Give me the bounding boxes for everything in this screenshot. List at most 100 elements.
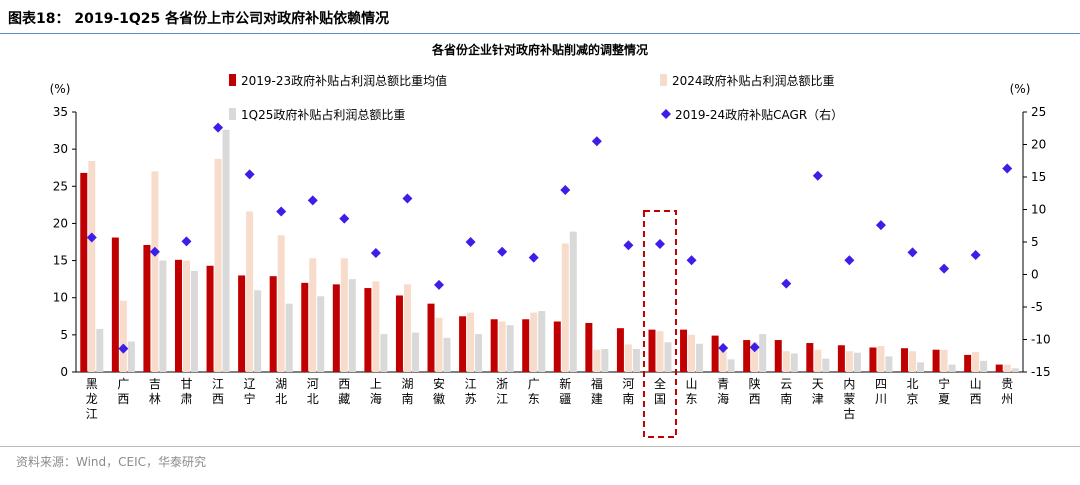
category-label: 天津	[812, 377, 824, 406]
cagr-marker	[497, 246, 508, 257]
cagr-marker	[560, 185, 571, 195]
category-label: 江西	[212, 377, 224, 406]
category-label: 江苏	[465, 377, 477, 406]
cagr-marker	[434, 279, 445, 290]
bar-series-1	[680, 329, 688, 372]
title-divider	[0, 33, 1080, 34]
bar-series-2	[530, 312, 538, 372]
bar-series-3	[285, 303, 293, 372]
left-tick-label: 35	[53, 105, 68, 119]
cagr-marker	[654, 238, 665, 249]
bar-series-3	[159, 260, 167, 372]
bar-series-1	[206, 265, 214, 372]
bar-series-2	[214, 158, 222, 372]
bar-series-2	[119, 300, 127, 372]
bar-series-3	[475, 334, 483, 372]
left-axis-unit: (%)	[50, 82, 71, 96]
bar-series-3	[569, 231, 577, 372]
cagr-marker	[213, 122, 224, 133]
bar-series-2	[435, 317, 443, 372]
bar-series-2	[688, 334, 696, 372]
cagr-marker	[591, 136, 602, 147]
cagr-marker	[339, 213, 350, 224]
category-label: 浙江	[496, 377, 508, 406]
bar-series-3	[411, 332, 419, 372]
left-tick-label: 0	[60, 365, 68, 379]
bar-series-3	[348, 279, 356, 372]
cagr-marker	[118, 343, 129, 354]
bar-series-3	[443, 337, 451, 372]
bar-series-1	[427, 303, 435, 372]
bar-series-2	[309, 258, 317, 372]
bar-series-1	[616, 328, 624, 372]
bar-series-1	[522, 319, 530, 372]
bar-series-3	[380, 334, 388, 372]
legend-label-series-3: 1Q25政府补贴占利润总额比重	[241, 107, 405, 122]
bar-series-3	[885, 356, 893, 372]
cagr-marker	[181, 236, 192, 247]
bar-series-1	[585, 322, 593, 372]
bar-series-2	[593, 349, 601, 372]
bar-series-2	[909, 351, 917, 372]
bar-series-2	[403, 284, 411, 372]
bar-series-1	[743, 340, 751, 372]
cagr-marker	[465, 237, 476, 247]
cagr-marker	[907, 247, 918, 258]
bar-series-1	[553, 321, 561, 372]
chart: 各省份企业针对政府补贴削减的调整情况 (%) (%) 2019-23政府补贴占利…	[50, 42, 1051, 438]
bar-series-3	[127, 341, 135, 372]
left-tick-label: 30	[53, 142, 68, 156]
bar-series-3	[538, 311, 546, 372]
category-label: 青海	[717, 377, 729, 406]
cagr-marker	[623, 240, 634, 251]
bar-series-3	[790, 353, 798, 372]
source-note: 资料来源：Wind，CEIC，华泰研究	[16, 455, 207, 469]
bar-series-3	[96, 328, 104, 372]
bar-series-3	[506, 325, 514, 372]
category-label: 北京	[907, 377, 919, 406]
right-tick-label: 0	[1031, 268, 1039, 282]
cagr-marker	[781, 278, 792, 289]
cagr-marker	[970, 250, 981, 260]
bar-series-2	[277, 235, 285, 372]
highlight-box-national	[642, 210, 677, 438]
category-label: 新疆	[559, 376, 571, 406]
bar-series-1	[806, 343, 814, 372]
cagr-marker	[875, 220, 886, 231]
legend-swatch-series-2	[660, 74, 667, 86]
category-label: 黑龙江	[86, 377, 98, 421]
category-label: 广西	[117, 377, 129, 406]
bar-series-2	[877, 346, 885, 372]
bar-series-1	[111, 237, 119, 372]
bar-series-2	[624, 344, 632, 372]
bar-series-3	[632, 348, 640, 372]
category-label: 辽宁	[244, 377, 256, 406]
bar-series-3	[759, 334, 767, 372]
cagr-marker	[370, 248, 381, 259]
right-tick-label: 15	[1031, 170, 1046, 184]
cagr-markers	[86, 122, 1013, 354]
bar-series-3	[853, 352, 861, 372]
bar-series-1	[711, 335, 719, 372]
bar-series-1	[901, 348, 909, 372]
bar-series-3	[917, 362, 925, 372]
figure-title: 图表18： 2019-1Q25 各省份上市公司对政府补贴依赖情况	[8, 11, 390, 27]
right-tick-label: 10	[1031, 203, 1046, 217]
category-label: 河南	[622, 377, 634, 406]
category-label: 四川	[875, 377, 887, 406]
bar-series-1	[332, 284, 340, 372]
cagr-marker	[528, 252, 539, 263]
bar-series-3	[727, 359, 735, 372]
bar-series-2	[656, 331, 664, 372]
category-label: 陕西	[749, 376, 761, 406]
bar-series-2	[467, 312, 475, 372]
cagr-marker	[939, 263, 950, 274]
right-tick-label: -10	[1031, 333, 1051, 347]
bar-series-3	[822, 358, 830, 372]
bar-series-1	[269, 276, 277, 372]
category-label: 河北	[307, 377, 319, 406]
cagr-marker	[1002, 163, 1013, 174]
axes: 0 5 10 15 20 25 30 35 -15 -10 -5 0 5 10 15 20 25	[53, 105, 1051, 379]
bar-series-2	[88, 161, 96, 372]
bar-series-3	[601, 348, 609, 372]
